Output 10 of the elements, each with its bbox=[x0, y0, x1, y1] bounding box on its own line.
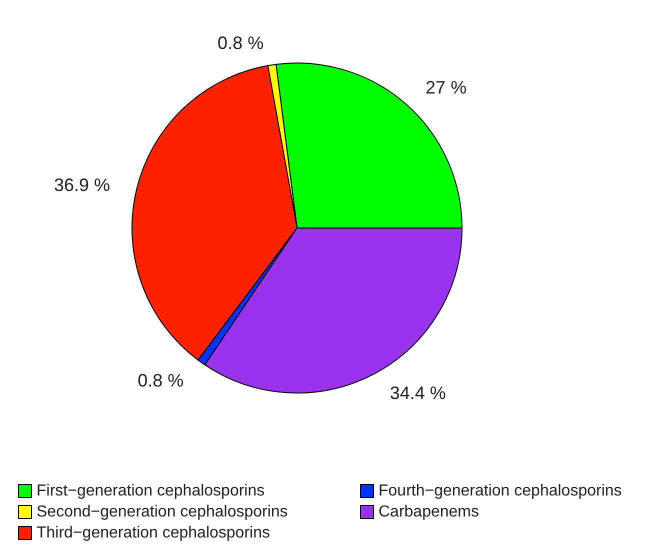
legend-label: Second−generation cephalosporins bbox=[36, 504, 288, 520]
data-label: 0.8 % bbox=[138, 370, 184, 390]
legend-label: Carbapenems bbox=[378, 504, 479, 520]
legend-label: Fourth−generation cephalosporins bbox=[378, 482, 622, 500]
legend-label: Third−generation cephalosporins bbox=[36, 524, 270, 542]
data-label: 34.4 % bbox=[390, 383, 446, 404]
data-label: 27 % bbox=[426, 78, 467, 98]
legend-label: First−generation cephalosporins bbox=[36, 482, 265, 500]
data-label: 36.9 % bbox=[54, 174, 110, 195]
data-label: 0.8 % bbox=[218, 33, 264, 54]
